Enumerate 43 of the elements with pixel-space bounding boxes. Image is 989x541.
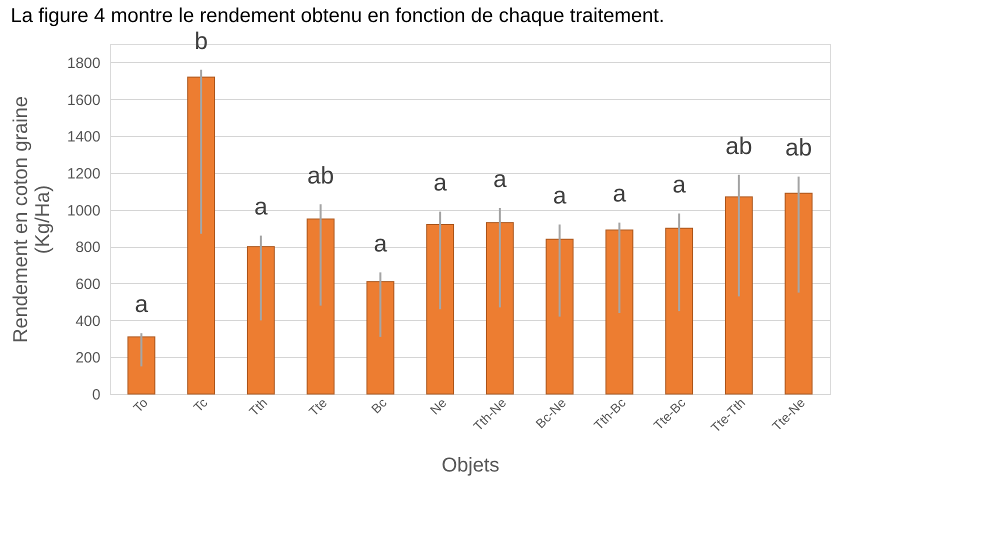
bar <box>665 228 694 394</box>
bar <box>486 222 514 394</box>
y-tick-label: 1800 <box>67 54 100 72</box>
annotation: ab <box>785 134 812 162</box>
bar <box>784 192 813 394</box>
bar <box>127 336 156 394</box>
x-tick-label: Tth <box>246 395 270 419</box>
annotation: ab <box>726 132 752 160</box>
y-tick-label: 600 <box>75 276 100 293</box>
y-tick-label: 1400 <box>67 128 100 146</box>
annotation: a <box>672 171 686 198</box>
x-tick-label: Tc <box>190 394 211 415</box>
y-tick-label: 1200 <box>67 165 100 182</box>
bar <box>366 281 394 394</box>
annotation: b <box>194 28 208 55</box>
annotation: a <box>493 166 508 193</box>
x-tick-label: To <box>130 395 151 416</box>
bar <box>187 76 216 394</box>
annotation: a <box>552 182 567 210</box>
x-tick-label: Ne <box>426 395 450 418</box>
y-tick-label: 1000 <box>67 202 100 220</box>
annotation: a <box>612 180 627 208</box>
x-tick-label: Bc <box>368 394 390 416</box>
y-tick-label: 400 <box>75 312 100 330</box>
y-axis-title: Rendement en coton graine (Kg/Ha) <box>10 96 54 343</box>
annotation: a <box>433 170 448 197</box>
y-tick-label: 1600 <box>67 92 100 109</box>
annotation: ab <box>307 162 334 190</box>
text: La figure 4 montre le rendement obtenu en fonction de chaque traitement. <box>10 4 664 27</box>
bar <box>306 218 335 394</box>
bar <box>546 238 574 394</box>
x-tick-label: Tte <box>306 395 330 419</box>
annotation: a <box>254 194 268 221</box>
bar <box>426 224 454 394</box>
y-tick-label: 800 <box>75 239 100 256</box>
annotation: a <box>374 230 388 258</box>
y-tick-label: 200 <box>75 350 100 367</box>
y-tick-label: 0 <box>92 386 100 404</box>
annotation: a <box>134 291 149 318</box>
x-axis-title: Objets <box>442 454 500 476</box>
bar <box>246 246 275 394</box>
bar <box>605 230 634 394</box>
bar <box>724 196 753 394</box>
